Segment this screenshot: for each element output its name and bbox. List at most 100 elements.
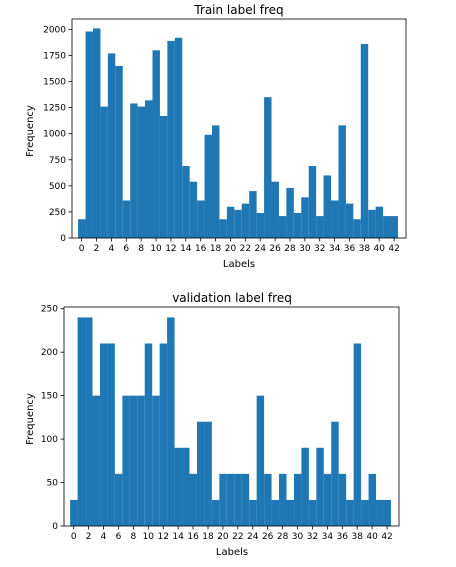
chart-title: Train label freq: [193, 3, 283, 17]
bar-10: [144, 343, 153, 526]
x-tick-label: 6: [116, 532, 122, 542]
bar-16: [197, 200, 205, 238]
bar-40: [368, 473, 377, 526]
x-tick-label: 2: [86, 532, 92, 542]
chart-title: validation label freq: [172, 291, 292, 305]
bar-39: [361, 499, 369, 526]
bar-12: [159, 343, 168, 526]
bar-6: [122, 200, 131, 238]
x-tick-label: 34: [329, 244, 341, 254]
x-tick-label: 26: [262, 532, 274, 542]
bar-32: [308, 499, 317, 526]
y-tick-label: 500: [49, 182, 66, 192]
y-ticks: 0 50 100 150 200 250: [41, 305, 64, 532]
x-tick-label: 0: [71, 532, 77, 542]
bar-18: [212, 125, 220, 238]
bar-31: [308, 166, 317, 238]
x-tick-label: 34: [322, 532, 334, 542]
x-tick-label: 6: [123, 244, 129, 254]
bars: [70, 317, 391, 526]
plot-frame: [63, 306, 400, 527]
bar-36: [338, 473, 347, 526]
bar-25: [264, 97, 272, 239]
bar-3: [100, 106, 108, 238]
y-tick-label: 750: [49, 156, 66, 166]
y-tick-label: 1500: [43, 78, 66, 88]
bar-38: [360, 44, 369, 238]
bar-14: [182, 166, 190, 238]
y-tick-label: 1750: [43, 52, 66, 62]
bar-15: [182, 447, 190, 526]
bar-26: [264, 473, 272, 526]
x-tick-label: 22: [232, 532, 243, 542]
validation-label-freq-chart: validation label freq Labels Frequency 0…: [25, 291, 400, 558]
bar-41: [383, 216, 391, 238]
bar-2: [92, 28, 101, 238]
y-tick-label: 50: [47, 479, 59, 489]
bar-41: [376, 499, 384, 526]
bar-11: [159, 115, 168, 238]
bar-17: [204, 134, 212, 238]
bar-42: [383, 499, 391, 526]
y-tick-label: 150: [41, 392, 58, 402]
bar-30: [293, 473, 302, 526]
x-tick-label: 36: [337, 532, 349, 542]
x-tick-label: 32: [314, 244, 325, 254]
x-axis-label: Labels: [216, 547, 248, 558]
x-tick-label: 32: [307, 532, 318, 542]
x-tick-label: 28: [284, 244, 296, 254]
x-tick-label: 16: [187, 532, 199, 542]
bar-1: [77, 317, 86, 526]
x-tick-label: 22: [240, 244, 251, 254]
y-axis-label: Frequency: [25, 393, 36, 445]
bar-9: [145, 100, 153, 238]
bar-24: [249, 499, 257, 526]
bar-38: [353, 343, 362, 526]
bar-19: [211, 499, 220, 526]
x-tick-label: 8: [131, 532, 137, 542]
x-tick-label: 24: [247, 532, 259, 542]
bar-3: [92, 395, 100, 526]
bar-34: [323, 473, 332, 526]
bar-17: [196, 421, 205, 526]
x-tick-label: 40: [373, 244, 385, 254]
bar-20: [226, 206, 235, 238]
x-tick-label: 42: [388, 244, 399, 254]
x-tick-label: 14: [172, 532, 184, 542]
bar-4: [107, 53, 116, 238]
y-tick-label: 2000: [43, 25, 66, 35]
x-tick-label: 18: [202, 532, 214, 542]
x-tick-label: 16: [195, 244, 207, 254]
x-tick-label: 4: [101, 532, 107, 542]
train-label-freq-chart: Train label freq Labels Frequency 0 250 50…: [25, 3, 407, 270]
bar-13: [167, 317, 175, 526]
x-tick-label: 36: [344, 244, 356, 254]
bar-27: [278, 216, 287, 238]
bar-20: [219, 473, 227, 526]
y-tick-label: 100: [41, 435, 58, 445]
plot-frame: [71, 18, 407, 239]
bar-14: [174, 447, 183, 526]
bar-34: [331, 200, 339, 238]
bar-39: [368, 209, 376, 238]
bar-22: [241, 203, 250, 238]
bar-31: [301, 447, 309, 526]
bar-1: [85, 31, 93, 239]
x-tick-label: 38: [351, 532, 363, 542]
bar-30: [301, 197, 309, 238]
bar-33: [316, 447, 324, 526]
bar-21: [226, 473, 235, 526]
bar-19: [219, 219, 227, 238]
y-tick-label: 1000: [43, 130, 66, 140]
x-tick-label: 20: [217, 532, 229, 542]
y-tick-label: 250: [41, 305, 58, 315]
x-tick-label: 8: [138, 244, 144, 254]
bar-15: [189, 181, 198, 238]
x-tick-label: 0: [79, 244, 85, 254]
bar-27: [271, 499, 280, 526]
bar-6: [114, 473, 123, 526]
bar-29: [293, 212, 302, 238]
x-tick-label: 38: [359, 244, 371, 254]
x-tick-label: 18: [210, 244, 222, 254]
